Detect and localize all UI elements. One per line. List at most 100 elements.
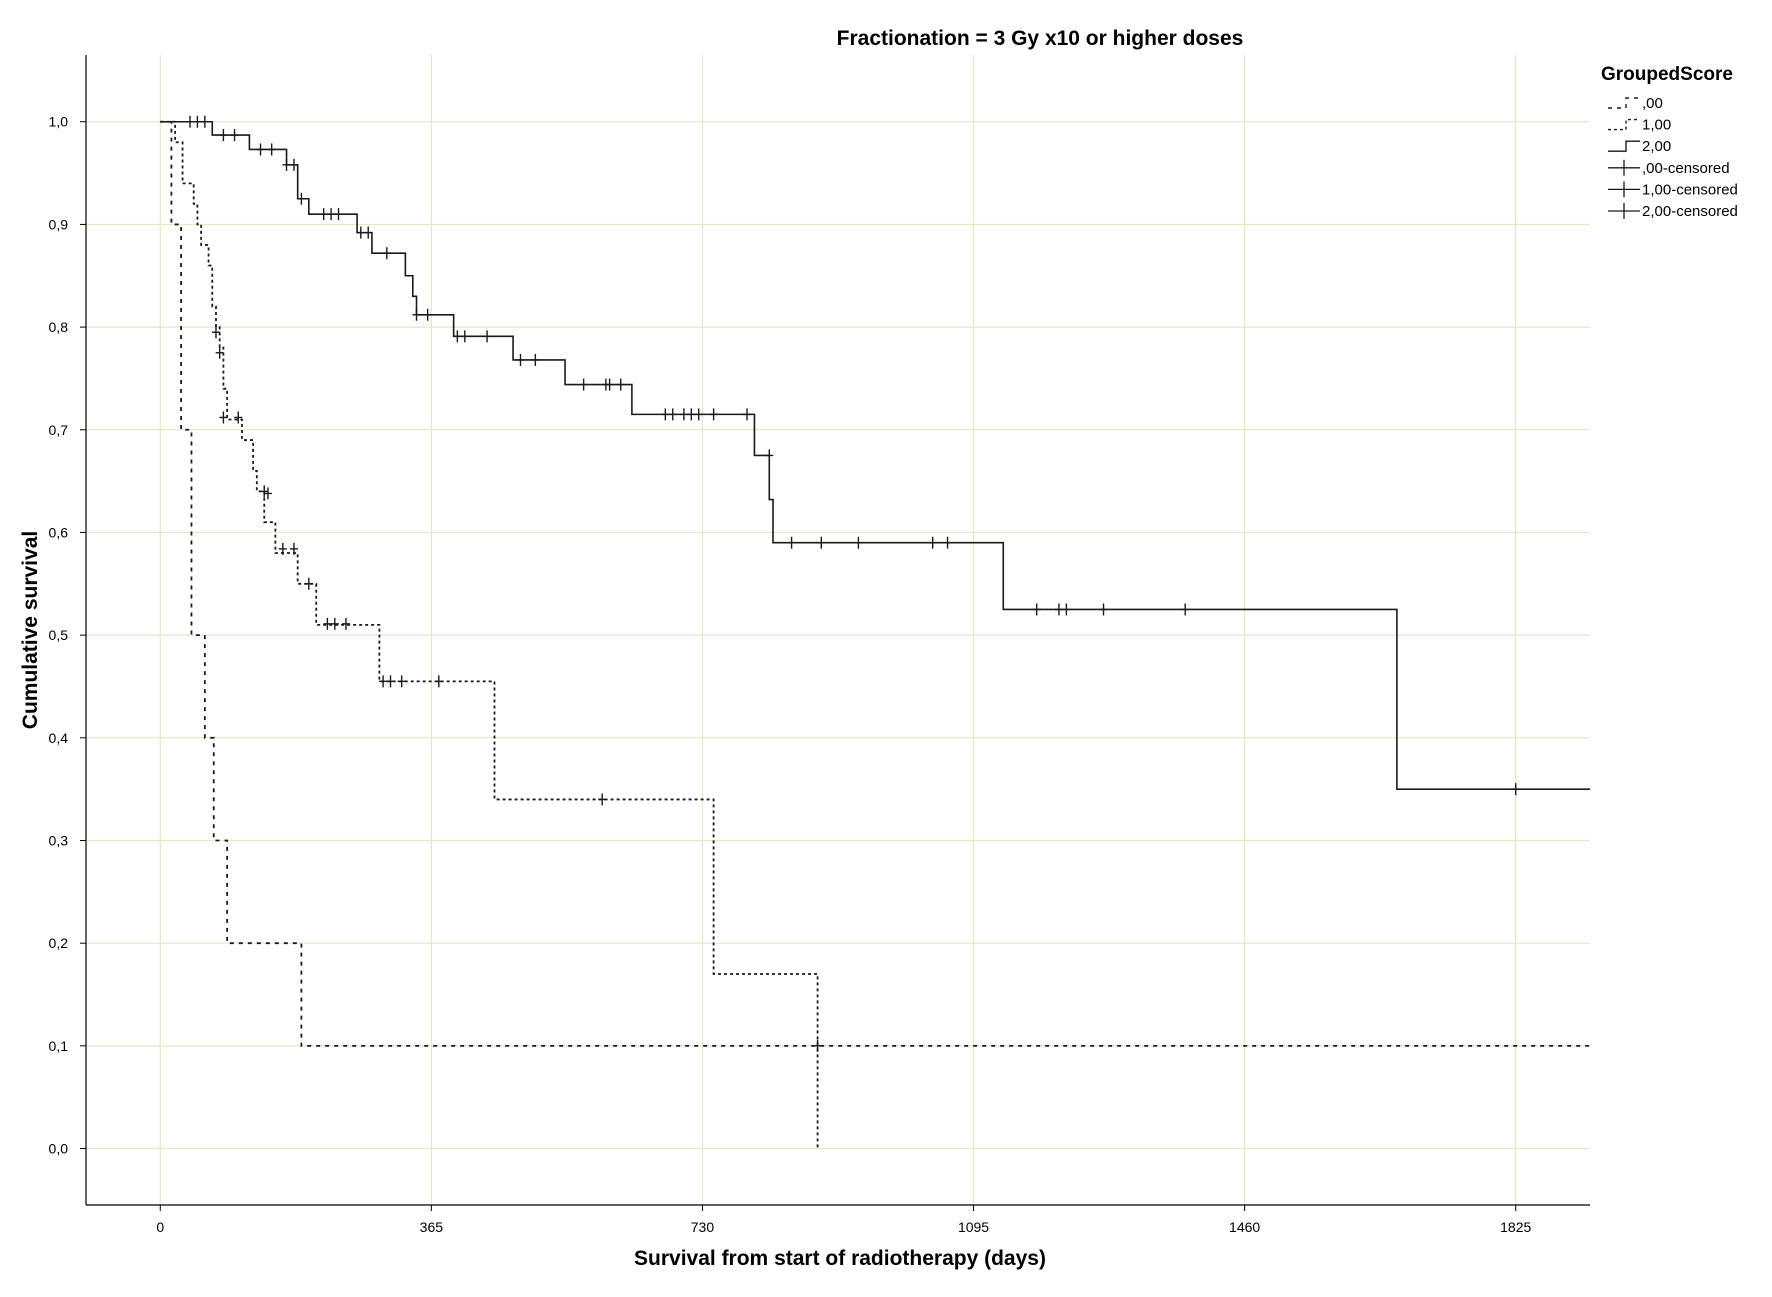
survival-curve-2 [160, 120, 1590, 790]
y-axis-title: Cumulative survival [19, 531, 42, 729]
legend-label: ,00 [1642, 95, 1663, 112]
censor-mark [668, 408, 677, 421]
survival-curves [160, 115, 1590, 1149]
censor-mark [483, 330, 492, 343]
legend-entry: 2,00 [1608, 138, 1671, 155]
censor-mark [1062, 603, 1071, 616]
x-tick-label: 0 [156, 1219, 164, 1235]
y-tick-label: 0,0 [49, 1141, 69, 1157]
y-tick-label: 0,5 [49, 627, 69, 643]
x-tick-label: 1095 [958, 1219, 989, 1235]
legend-label: 2,00 [1642, 138, 1671, 155]
censor-mark [364, 226, 373, 239]
x-tick-label: 730 [691, 1219, 715, 1235]
y-tick-label: 1,0 [49, 114, 69, 130]
legend-label: 1,00-censored [1642, 181, 1738, 198]
censor-mark [928, 536, 937, 549]
censor-mark [1054, 603, 1063, 616]
censor-mark [579, 378, 588, 391]
censor-mark [219, 411, 228, 424]
legend-label: 2,00-censored [1642, 203, 1738, 220]
censor-mark [1181, 603, 1190, 616]
y-tick-label: 0,9 [49, 216, 69, 232]
censor-mark [289, 158, 298, 171]
censor-mark [787, 536, 796, 549]
censor-mark [743, 408, 752, 421]
censor-mark [193, 115, 202, 128]
x-tick-label: 1460 [1229, 1219, 1260, 1235]
censor-mark [709, 408, 718, 421]
y-tick-label: 0,2 [49, 935, 69, 951]
censor-mark [334, 208, 343, 221]
censor-mark [327, 208, 336, 221]
legend-entry: ,00-censored [1608, 159, 1730, 177]
censor-mark [341, 617, 350, 630]
censor-mark [260, 485, 269, 498]
censor-mark [397, 675, 406, 688]
y-tick-label: 0,7 [49, 422, 69, 438]
censor-mark [598, 793, 607, 806]
censor-mark [531, 353, 540, 366]
censor-mark [282, 158, 291, 171]
y-tick-label: 0,8 [49, 319, 69, 335]
censor-mark [423, 308, 432, 321]
survival-curve-0 [160, 120, 1590, 1047]
x-tick-label: 365 [420, 1219, 444, 1235]
censor-mark [319, 208, 328, 221]
censor-mark [605, 378, 614, 391]
censor-mark [323, 617, 332, 630]
legend-entry: ,00 [1608, 95, 1663, 112]
censor-mark [1099, 603, 1108, 616]
legend-entry: 1,00-censored [1608, 181, 1738, 198]
legend: GroupedScore ,00 1,00 2,00 ,00-censored 1,00-… [1601, 64, 1738, 220]
legend-entry: 2,00-censored [1608, 203, 1738, 220]
censor-mark [185, 115, 194, 128]
x-axis-title: Survival from start of radiotherapy (day… [634, 1247, 1046, 1270]
censor-mark [200, 115, 209, 128]
censor-mark [460, 330, 469, 343]
censor-mark [230, 129, 239, 142]
censor-mark [386, 675, 395, 688]
legend-entry: 1,00 [1608, 117, 1671, 134]
y-tick-label: 0,4 [49, 730, 69, 746]
y-tick-label: 0,6 [49, 524, 69, 540]
x-tick-label: 1825 [1500, 1219, 1531, 1235]
legend-label: ,00-censored [1642, 160, 1730, 177]
y-tick-label: 0,3 [49, 832, 69, 848]
censor-mark [297, 192, 306, 205]
censor-mark [330, 617, 339, 630]
censor-mark [813, 1039, 822, 1052]
censor-mark [765, 449, 774, 462]
chart-title: Fractionation = 3 Gy x10 or higher doses [837, 27, 1244, 50]
censor-mark [412, 308, 421, 321]
censor-mark [267, 143, 276, 156]
grid-lines [86, 55, 1590, 1205]
censor-mark [817, 536, 826, 549]
legend-label: 1,00 [1642, 117, 1671, 134]
censor-mark [289, 542, 298, 555]
censor-mark [215, 346, 224, 359]
censor-mark [661, 408, 670, 421]
censor-mark [211, 326, 220, 339]
y-tick-label: 0,1 [49, 1038, 69, 1054]
censor-mark [379, 675, 388, 688]
censor-mark [263, 487, 272, 500]
censor-mark [1032, 603, 1041, 616]
censor-mark [854, 536, 863, 549]
censor-mark [516, 353, 525, 366]
censor-mark [356, 226, 365, 239]
censor-mark [679, 408, 688, 421]
censor-mark [382, 247, 391, 260]
censor-mark [219, 129, 228, 142]
censor-mark [453, 330, 462, 343]
censor-mark [434, 675, 443, 688]
censor-mark [616, 378, 625, 391]
censor-mark [694, 408, 703, 421]
censor-mark [687, 408, 696, 421]
censor-mark [234, 411, 243, 424]
censor-mark [278, 542, 287, 555]
legend-title: GroupedScore [1601, 64, 1733, 85]
censor-mark [1511, 783, 1520, 796]
